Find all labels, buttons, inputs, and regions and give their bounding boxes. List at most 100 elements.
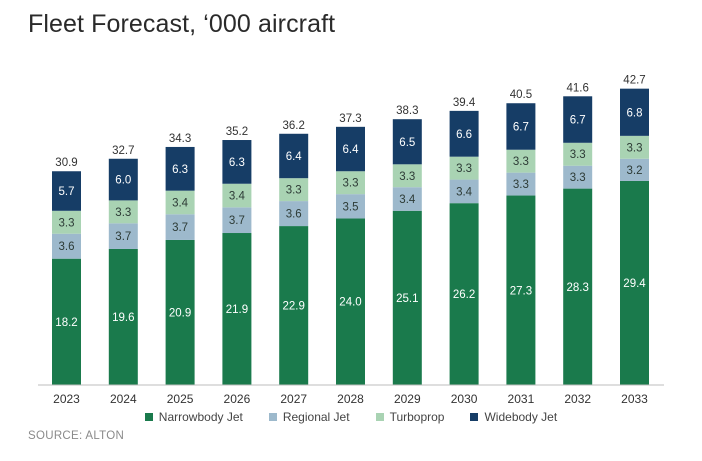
data-label-widebody-jet-2023: 5.7	[59, 186, 75, 198]
bar-segment-turboprop-2028	[336, 171, 365, 195]
bar-segment-narrowbody-jet-2029	[392, 210, 422, 385]
data-label-turboprop-2025: 3.4	[172, 197, 189, 209]
total-label-2033: 42.7	[623, 75, 645, 87]
data-label-widebody-jet-2031: 6.7	[513, 121, 529, 133]
total-label-2030: 39.4	[453, 97, 476, 109]
bar-segment-turboprop-2027	[279, 178, 309, 202]
data-label-widebody-jet-2029: 6.5	[399, 137, 415, 149]
legend-item-turboprop: Turboprop	[375, 408, 445, 426]
bar-segment-widebody-jet-2030	[449, 110, 479, 157]
x-axis-labels: 2023 2024 2025 2026 2027 2028 2029 2030 2031 2032…	[53, 392, 648, 406]
bar-segment-regional-jet-2028	[336, 194, 365, 219]
legend-label: Regional Jet	[282, 410, 350, 424]
data-label-narrowbody-jet-2032: 28.3	[567, 282, 589, 294]
bar-segment-narrowbody-jet-2028	[336, 218, 365, 385]
bar-segment-regional-jet-2033	[620, 158, 649, 181]
bar-segment-turboprop-2032	[563, 142, 593, 166]
data-label-narrowbody-jet-2028: 24.0	[339, 297, 361, 309]
x-tick-label-2024: 2024	[110, 392, 137, 406]
legend-item-regional-jet: Regional Jet	[268, 408, 350, 426]
bar-segment-widebody-jet-2029	[392, 119, 422, 165]
bar-segment-widebody-jet-2033	[620, 88, 649, 136]
bar-segment-widebody-jet-2027	[279, 133, 309, 179]
data-label-narrowbody-jet-2026: 21.9	[226, 304, 248, 316]
bar-segment-narrowbody-jet-2024	[108, 248, 138, 385]
data-label-regional-jet-2027: 3.6	[286, 209, 302, 221]
data-label-narrowbody-jet-2029: 25.1	[396, 293, 418, 305]
bar-segment-regional-jet-2023	[52, 233, 81, 259]
bar-segment-regional-jet-2030	[449, 179, 479, 204]
data-label-widebody-jet-2024: 6.0	[115, 175, 131, 187]
x-tick-label-2027: 2027	[280, 392, 307, 406]
x-tick-label-2030: 2030	[451, 392, 478, 406]
source-note: SOURCE: ALTON	[28, 430, 125, 442]
data-label-turboprop-2026: 3.4	[229, 191, 246, 203]
data-label-turboprop-2031: 3.3	[513, 156, 529, 168]
data-label-widebody-jet-2026: 6.3	[229, 157, 245, 169]
data-label-turboprop-2033: 3.3	[627, 142, 643, 154]
x-tick-label-2033: 2033	[621, 392, 648, 406]
data-label-widebody-jet-2032: 6.7	[570, 115, 586, 127]
total-label-2024: 32.7	[112, 145, 134, 157]
bar-segment-narrowbody-jet-2026	[222, 233, 252, 385]
data-label-turboprop-2029: 3.3	[399, 171, 415, 183]
total-label-2031: 40.5	[510, 89, 532, 101]
total-label-2028: 37.3	[339, 113, 361, 125]
data-label-widebody-jet-2033: 6.8	[627, 107, 643, 119]
data-label-turboprop-2027: 3.3	[286, 185, 302, 197]
legend-item-narrowbody-jet: Narrowbody Jet	[144, 408, 243, 426]
x-tick-label-2032: 2032	[564, 392, 591, 406]
legend: Narrowbody Jet Regional Jet Turboprop Wideb…	[0, 408, 702, 426]
data-label-regional-jet-2024: 3.7	[115, 231, 131, 243]
data-label-narrowbody-jet-2025: 20.9	[169, 307, 191, 319]
bar-segment-widebody-jet-2023	[52, 171, 81, 211]
bar-segment-regional-jet-2029	[392, 187, 422, 211]
total-label-2026: 35.2	[226, 126, 248, 138]
bar-segment-regional-jet-2025	[165, 214, 195, 240]
data-label-widebody-jet-2028: 6.4	[343, 144, 360, 156]
bar-segment-narrowbody-jet-2023	[52, 258, 81, 385]
x-tick-label-2028: 2028	[337, 392, 364, 406]
data-label-turboprop-2028: 3.3	[343, 178, 359, 190]
bar-segment-widebody-jet-2028	[336, 126, 365, 172]
legend-swatch	[144, 413, 153, 421]
data-label-narrowbody-jet-2024: 19.6	[112, 312, 134, 324]
bar-segment-regional-jet-2024	[108, 223, 138, 249]
data-label-narrowbody-jet-2030: 26.2	[453, 289, 475, 301]
legend-item-widebody-jet: Widebody Jet	[470, 408, 557, 426]
data-label-narrowbody-jet-2033: 29.4	[623, 278, 646, 290]
bar-segment-narrowbody-jet-2030	[449, 203, 479, 385]
data-label-turboprop-2032: 3.3	[570, 149, 586, 161]
bar-segment-regional-jet-2027	[279, 201, 309, 227]
legend-swatch	[375, 413, 384, 421]
data-label-regional-jet-2028: 3.5	[343, 201, 359, 213]
bar-segment-widebody-jet-2031	[506, 103, 536, 150]
x-tick-label-2029: 2029	[394, 392, 421, 406]
x-tick-label-2025: 2025	[167, 392, 194, 406]
bar-segment-narrowbody-jet-2031	[506, 195, 536, 385]
data-label-regional-jet-2025: 3.7	[172, 222, 188, 234]
bar-segment-narrowbody-jet-2025	[165, 239, 195, 385]
bars-group: 18.2 3.6 3.3 5.7 30.9 19.6 3.7 3.3 6.0 32.7 20.9 3.…	[52, 75, 649, 385]
data-label-regional-jet-2029: 3.4	[399, 194, 416, 206]
chart-title: Fleet Forecast, ‘000 aircraft	[28, 10, 336, 38]
bar-segment-turboprop-2025	[165, 190, 195, 215]
x-tick-label-2026: 2026	[224, 392, 251, 406]
bar-segment-widebody-jet-2032	[563, 96, 593, 143]
bar-segment-turboprop-2033	[620, 135, 649, 159]
legend-label: Turboprop	[389, 410, 445, 424]
data-label-regional-jet-2033: 3.2	[627, 165, 643, 177]
legend-label: Narrowbody Jet	[158, 410, 243, 424]
total-label-2029: 38.3	[396, 105, 418, 117]
data-label-narrowbody-jet-2027: 22.9	[283, 301, 305, 313]
bar-segment-regional-jet-2026	[222, 207, 252, 234]
x-tick-label-2023: 2023	[53, 392, 80, 406]
x-tick-label-2031: 2031	[508, 392, 535, 406]
data-label-regional-jet-2031: 3.3	[513, 179, 529, 191]
data-label-turboprop-2024: 3.3	[115, 207, 131, 219]
bar-segment-regional-jet-2031	[506, 172, 536, 196]
legend-label: Widebody Jet	[484, 410, 558, 424]
data-label-regional-jet-2023: 3.6	[59, 241, 75, 253]
data-label-widebody-jet-2025: 6.3	[172, 164, 188, 176]
bar-segment-turboprop-2024	[108, 200, 138, 224]
